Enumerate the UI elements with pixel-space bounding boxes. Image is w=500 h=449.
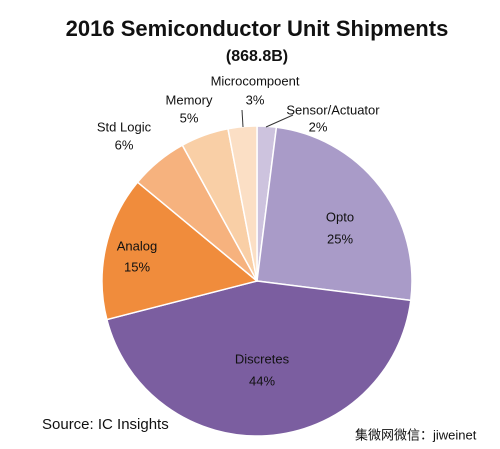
pie-slice — [101, 181, 259, 321]
slice-value-label: 15% — [124, 259, 150, 274]
slice-value-label: 3% — [246, 92, 265, 107]
chart-subtitle: (868.8B) — [226, 48, 288, 65]
slice-value-label: 5% — [180, 110, 199, 125]
pie-slice — [227, 125, 258, 282]
slice-label: Microcompoent — [211, 73, 300, 88]
slice-label: Std Logic — [97, 119, 152, 134]
pie-slice — [105, 280, 412, 437]
slice-value-label: 6% — [115, 137, 134, 152]
source: Source: IC Insights — [42, 416, 169, 433]
pie-slice — [256, 126, 413, 302]
slice-label: Analog — [117, 238, 157, 253]
leader-line — [241, 109, 244, 128]
slice-value-label: 44% — [249, 373, 275, 388]
slice-value-label: 2% — [309, 119, 328, 134]
chart-title: 2016 Semiconductor Unit Shipments — [66, 16, 449, 41]
slice-label: Discretes — [235, 351, 290, 366]
slice-label: Opto — [326, 209, 354, 224]
slice-label: Memory — [166, 92, 213, 107]
slice-label: Sensor/Actuator — [286, 102, 380, 117]
slice-value-label: 25% — [327, 231, 353, 246]
watermark: 集微网微信：jiweinet — [355, 427, 477, 442]
leader-line — [265, 114, 294, 128]
